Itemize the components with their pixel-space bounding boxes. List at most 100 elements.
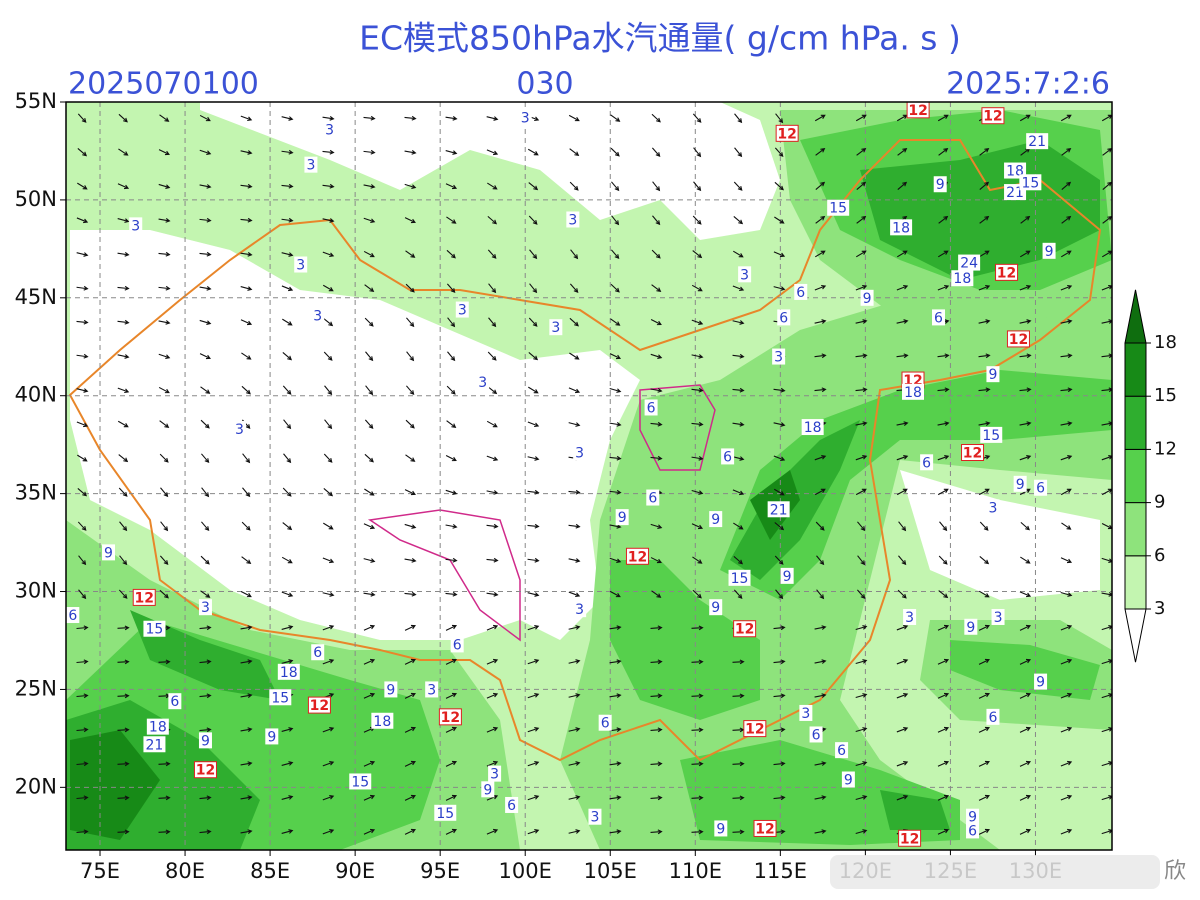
wind-arrow [691, 659, 704, 665]
wind-arrow [896, 353, 909, 359]
contour-label: 6 [837, 743, 846, 759]
wind-arrow [610, 114, 621, 122]
wind-arrow [855, 795, 868, 801]
wind-arrow [773, 455, 786, 462]
wind-arrow [692, 113, 702, 123]
wind-arrow [816, 589, 825, 600]
contour-label: 6 [922, 455, 931, 471]
wind-arrow [732, 489, 745, 496]
wind-arrow [1019, 387, 1032, 393]
contour-label: 18 [904, 385, 922, 401]
wind-arrow [937, 284, 950, 291]
wind-arrow [733, 555, 743, 565]
wind-arrow [1060, 726, 1073, 733]
wind-arrow [978, 387, 991, 393]
wind-arrow [527, 489, 540, 495]
wind-arrow [527, 523, 540, 529]
colorbar-label: 6 [1154, 545, 1165, 566]
grid [66, 102, 1112, 850]
wind-arrow [158, 320, 171, 325]
wind-arrow [896, 658, 909, 665]
wind-arrow [978, 250, 990, 258]
wind-arrow [323, 522, 334, 530]
wind-arrow [199, 184, 212, 189]
wind-arrow [1060, 760, 1073, 767]
wind-arrow [693, 147, 702, 158]
title: EC模式850hPa水汽通量( g/cm hPa. s ) [359, 19, 961, 58]
contour-label-box [311, 644, 325, 661]
wind-arrow [527, 693, 540, 699]
wind-arrow [322, 557, 335, 564]
wind-arrow [160, 521, 169, 532]
wind-arrow [896, 488, 908, 496]
wind-arrow [734, 147, 743, 158]
wind-arrow [487, 215, 498, 225]
contour-label: 6 [812, 727, 821, 743]
wind-arrow [323, 351, 333, 361]
wind-arrow [855, 284, 868, 291]
wind-arrow [568, 693, 581, 698]
wind-arrow [364, 453, 374, 463]
province-border [367, 384, 716, 642]
contour-label-box [277, 663, 300, 680]
wind-arrow [529, 283, 538, 294]
contour-label: 12 [134, 590, 153, 606]
wind-arrow [815, 147, 826, 156]
wind-arrow [363, 115, 376, 121]
wind-arrow [692, 250, 703, 259]
wind-arrow [445, 726, 458, 733]
wind-arrow [1019, 624, 1032, 631]
wind-arrow [855, 727, 868, 733]
wind-arrow [527, 557, 540, 563]
contour-label-box [66, 607, 80, 624]
wind-arrow [978, 488, 990, 496]
wind-arrow [77, 488, 88, 497]
wind-arrow [283, 453, 292, 464]
wind-arrow [978, 828, 990, 835]
wind-arrow [282, 487, 292, 497]
wind-arrow [691, 693, 704, 699]
contour-label-box [566, 211, 580, 228]
wind-arrow [1019, 353, 1032, 359]
contour-label: 12 [983, 109, 1002, 125]
contour-label-box [265, 728, 279, 745]
wind-arrow [691, 727, 704, 733]
wind-arrow [1019, 488, 1031, 496]
wind-arrow [199, 829, 212, 835]
contour-label-box [966, 822, 980, 839]
contour-label-box [588, 808, 602, 825]
contour-label-box [573, 444, 587, 461]
wind-arrow [364, 488, 375, 496]
contour-label: 6 [968, 823, 977, 839]
wind-arrow [896, 421, 909, 426]
wind-arrow [76, 319, 89, 325]
wind-arrow [199, 217, 212, 223]
wind-arrow [1101, 421, 1112, 426]
wind-arrow [691, 387, 704, 393]
wind-arrow [979, 181, 990, 190]
wind-arrow [324, 385, 333, 396]
contour-label: 18 [149, 720, 167, 736]
wind-arrow [937, 114, 949, 122]
wind-arrow [1101, 557, 1112, 563]
colorbar-label: 18 [1154, 332, 1177, 353]
wind-arrow [323, 318, 334, 327]
wind-arrow [855, 659, 868, 665]
wind-arrow [855, 250, 867, 258]
wind-arrow [281, 183, 294, 189]
wind-arrow [773, 625, 786, 631]
wind-arrow [814, 387, 827, 393]
wind-arrow [610, 283, 620, 293]
wind-arrow [159, 555, 169, 565]
contour-label: 9 [1016, 477, 1025, 493]
wind-arrow [609, 795, 622, 801]
wind-arrow [199, 286, 212, 291]
wind-arrow [692, 589, 702, 599]
wind-arrow [404, 692, 416, 699]
wind-arrow [364, 284, 375, 293]
x-tick-label: 75E [80, 859, 120, 883]
valid-time: 2025:7:2:6 [946, 67, 1110, 102]
x-tick-label: 85E [250, 859, 290, 883]
wind-arrow [569, 352, 580, 360]
wind-arrow [650, 693, 663, 699]
